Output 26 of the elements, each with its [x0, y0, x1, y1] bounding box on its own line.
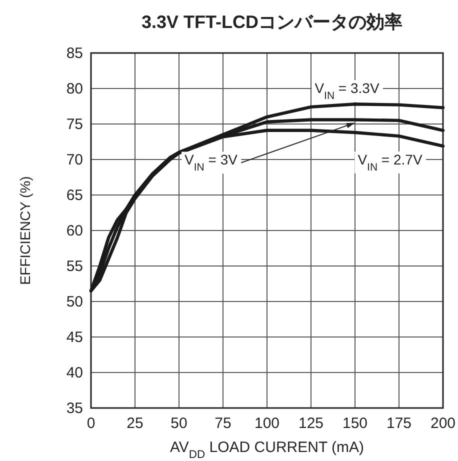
y-tick-label: 65 [66, 187, 83, 204]
y-axis-title: EFFICIENCY (%) [17, 176, 33, 285]
x-tick-label: 125 [298, 415, 324, 432]
y-tick-label: 70 [66, 152, 83, 168]
x-tick-label: 100 [254, 415, 280, 432]
y-tick-label: 35 [66, 400, 83, 417]
y-tick-label: 75 [66, 116, 83, 133]
y-tick-label: 45 [66, 329, 83, 346]
x-tick-label: 200 [430, 415, 456, 432]
x-tick-label: 75 [214, 415, 232, 432]
y-tick-label: 80 [66, 80, 83, 98]
series-label: V$_{IN}$ = 3V [184, 152, 238, 174]
series-label: V$_{IN}$ = 2.7V [358, 152, 423, 174]
y-tick-label: 40 [66, 364, 83, 382]
x-tick-label: 25 [126, 415, 144, 432]
series-label: V$_{IN}$ = 3.3V [314, 80, 380, 102]
x-tick-label: 0 [86, 415, 96, 432]
x-tick-label: 150 [342, 415, 368, 432]
y-tick-label: 50 [66, 294, 83, 310]
chart-title: 3.3V TFT-LCDコンバータの効率 [141, 12, 403, 32]
x-tick-label: 175 [386, 415, 412, 432]
x-tick-label: 50 [170, 415, 188, 432]
y-tick-label: 55 [66, 258, 83, 275]
x-axis-title: AV$_{DD}$ LOAD CURRENT (mA) [170, 439, 364, 461]
y-tick-label: 85 [66, 45, 83, 62]
y-tick-label: 60 [66, 222, 83, 240]
